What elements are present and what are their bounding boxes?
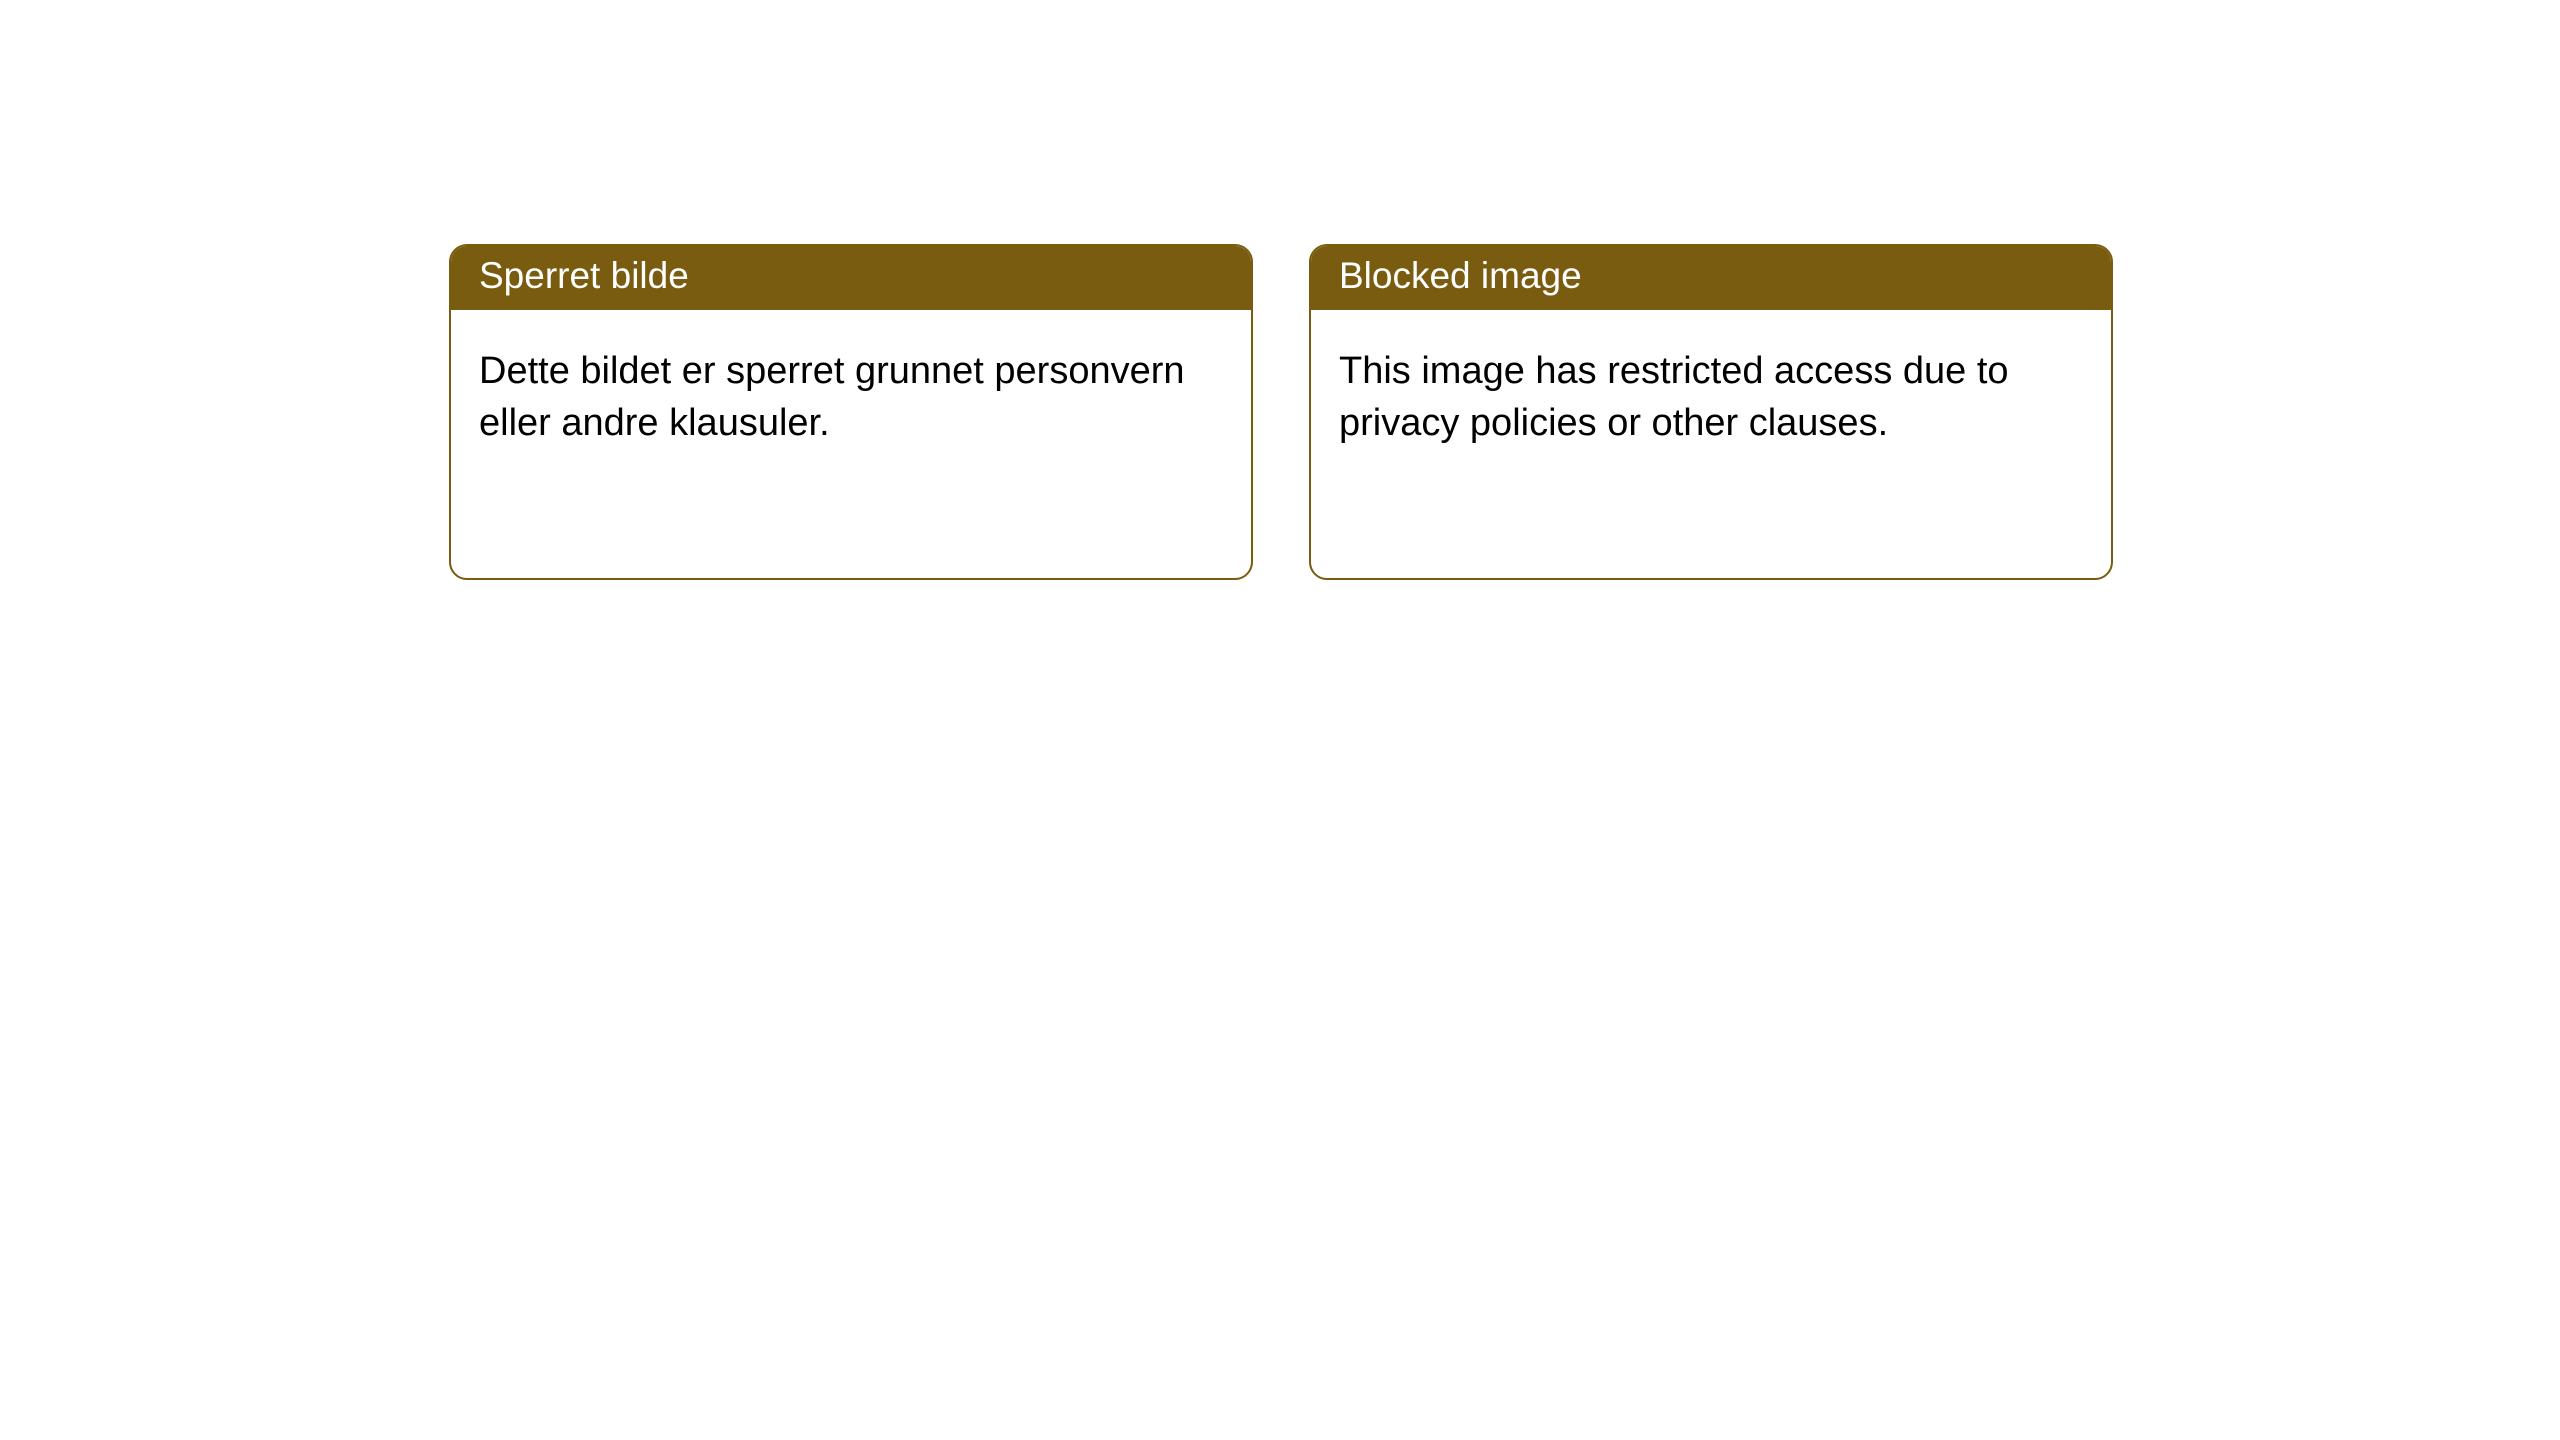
notice-card-english: Blocked image This image has restricted … — [1309, 244, 2113, 580]
notice-body: Dette bildet er sperret grunnet personve… — [451, 310, 1251, 477]
notice-card-norwegian: Sperret bilde Dette bildet er sperret gr… — [449, 244, 1253, 580]
notice-container: Sperret bilde Dette bildet er sperret gr… — [0, 0, 2560, 580]
notice-body: This image has restricted access due to … — [1311, 310, 2111, 477]
notice-header: Blocked image — [1311, 246, 2111, 310]
notice-header: Sperret bilde — [451, 246, 1251, 310]
